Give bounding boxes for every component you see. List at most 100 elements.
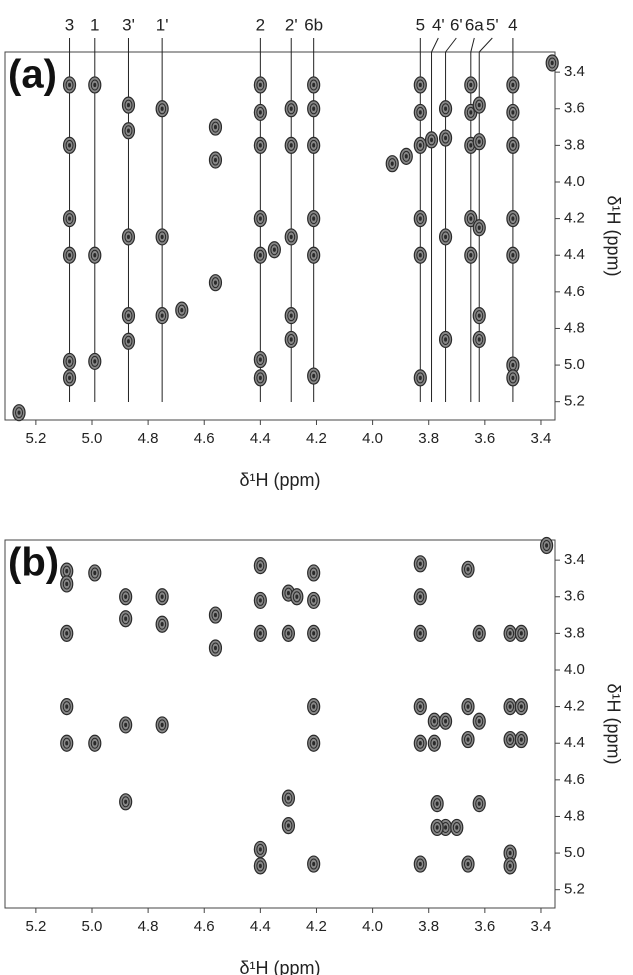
- contour-ring: [126, 234, 130, 240]
- contour-ring: [258, 143, 262, 148]
- contour-ring: [418, 631, 422, 636]
- contour-ring: [309, 858, 318, 870]
- contour-ring: [477, 139, 481, 144]
- contour-ring: [418, 110, 422, 115]
- y-tick-label: 3.6: [564, 588, 585, 605]
- contour-ring: [508, 213, 517, 225]
- contour-ring: [256, 249, 265, 261]
- contour-ring: [418, 704, 422, 709]
- contour-ring: [506, 734, 515, 746]
- contour-ring: [211, 609, 220, 621]
- x-tick-label: 3.4: [531, 918, 552, 935]
- contour-ring: [427, 134, 436, 146]
- contour-ring: [309, 213, 318, 225]
- contour-ring: [160, 722, 164, 728]
- contour-ring: [256, 139, 265, 151]
- x-tick-label: 4.2: [306, 918, 327, 935]
- x-tick-label: 4.2: [306, 430, 327, 447]
- contour-ring: [309, 79, 318, 91]
- contour-ring: [65, 79, 74, 91]
- contour-ring: [309, 103, 318, 115]
- contour-ring: [258, 598, 262, 603]
- contour-ring: [312, 598, 316, 603]
- contour-ring: [158, 231, 167, 243]
- assignment-label: 1: [90, 15, 99, 34]
- contour-ring: [508, 106, 517, 118]
- y-tick-label: 4.2: [564, 210, 585, 227]
- contour-ring: [508, 863, 512, 869]
- contour-ring: [65, 631, 69, 636]
- contour-ring: [441, 132, 450, 144]
- contour-ring: [286, 631, 290, 636]
- contour-ring: [508, 737, 512, 742]
- contour-ring: [211, 121, 220, 133]
- contour-ring: [464, 734, 473, 746]
- contour-ring: [511, 110, 515, 115]
- contour-ring: [160, 234, 164, 240]
- y-tick-label: 4.8: [564, 319, 585, 336]
- x-axis-title: δ¹H (ppm): [239, 958, 320, 975]
- contour-ring: [416, 701, 425, 713]
- contour-ring: [126, 128, 130, 133]
- contour-ring: [477, 337, 481, 342]
- contour-ring: [292, 591, 301, 603]
- contour-ring: [65, 704, 69, 709]
- contour-ring: [258, 375, 262, 381]
- contour-ring: [258, 110, 262, 115]
- contour-ring: [416, 558, 425, 570]
- contour-ring: [284, 627, 293, 639]
- contour-ring: [433, 821, 442, 833]
- y-tick-label: 4.0: [564, 173, 585, 190]
- contour-ring: [17, 410, 21, 415]
- contour-ring: [93, 253, 97, 258]
- contour-ring: [124, 335, 133, 347]
- y-axis-title: δ¹H (ppm): [603, 195, 623, 276]
- contour-ring: [517, 734, 526, 746]
- contour-ring: [90, 567, 99, 579]
- contour-ring: [444, 337, 448, 342]
- contour-ring: [289, 106, 293, 111]
- contour-ring: [213, 645, 217, 651]
- assignment-leader: [470, 37, 475, 53]
- x-tick-label: 3.6: [474, 918, 495, 935]
- contour-ring: [160, 622, 164, 627]
- contour-ring: [256, 106, 265, 118]
- contour-ring: [312, 253, 316, 258]
- contour-ring: [441, 103, 450, 115]
- contour-ring: [309, 567, 318, 579]
- contour-ring: [444, 234, 448, 240]
- contour-ring: [309, 139, 318, 151]
- contour-ring: [213, 280, 217, 285]
- contour-ring: [68, 359, 72, 364]
- contour-ring: [180, 307, 184, 313]
- contour-ring: [435, 801, 439, 806]
- contour-ring: [68, 253, 72, 258]
- contour-ring: [477, 801, 481, 806]
- contour-ring: [511, 82, 515, 88]
- contour-ring: [416, 106, 425, 118]
- contour-ring: [124, 310, 133, 322]
- contour-ring: [506, 701, 515, 713]
- assignment-label: 5': [486, 15, 499, 34]
- contour-ring: [270, 244, 279, 256]
- contour-ring: [121, 796, 130, 808]
- contour-ring: [416, 627, 425, 639]
- contour-ring: [542, 539, 551, 551]
- contour-ring: [65, 139, 74, 151]
- contour-ring: [441, 333, 450, 345]
- contour-ring: [475, 136, 484, 148]
- contour-ring: [550, 60, 554, 66]
- contour-ring: [258, 253, 262, 258]
- x-tick-label: 3.4: [531, 430, 552, 447]
- panel-label: (b): [8, 541, 59, 585]
- y-tick-label: 4.4: [564, 734, 585, 751]
- contour-ring: [258, 563, 262, 568]
- contour-ring: [258, 863, 262, 869]
- contour-ring: [416, 737, 425, 749]
- contour-ring: [289, 234, 293, 240]
- assignment-leader: [478, 37, 493, 53]
- contour-ring: [90, 79, 99, 91]
- assignment-label: 3': [122, 15, 135, 34]
- contour-ring: [65, 741, 69, 746]
- contour-ring: [475, 715, 484, 727]
